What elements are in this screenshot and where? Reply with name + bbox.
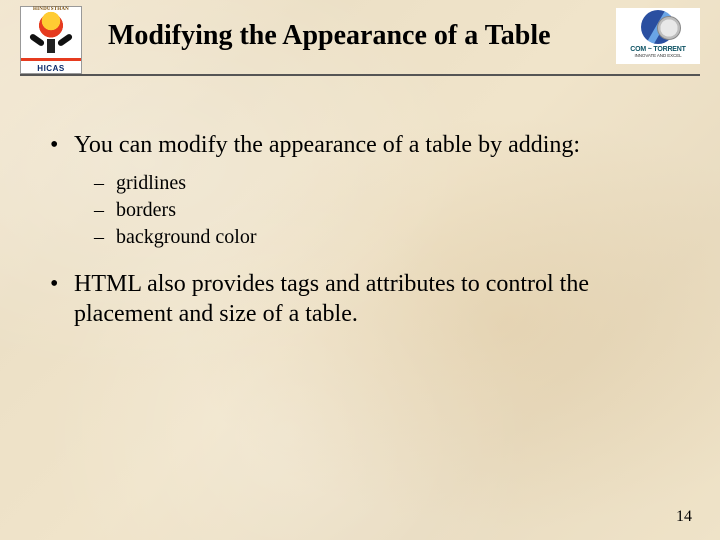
logo-right-sub: INNOVATE AND EXCEL: [634, 53, 681, 58]
arms-icon: [31, 35, 71, 47]
bullet-item: You can modify the appearance of a table…: [50, 130, 680, 251]
hicas-logo: HINDUSTHAN HICAS: [20, 6, 82, 74]
bullet-list: You can modify the appearance of a table…: [50, 130, 680, 329]
logo-left-toptext: HINDUSTHAN: [21, 7, 81, 12]
slide-body: You can modify the appearance of a table…: [50, 130, 680, 347]
logo-left-bottomtext: HICAS: [21, 64, 81, 73]
page-number: 14: [676, 508, 692, 526]
bullet-item: HTML also provides tags and attributes t…: [50, 269, 680, 329]
sub-bullet-item: gridlines: [94, 170, 680, 197]
sub-bullet-text: background color: [116, 226, 257, 248]
sub-bullet-item: borders: [94, 197, 680, 224]
sub-bullet-list: gridlines borders background color: [94, 170, 680, 251]
bullet-text: HTML also provides tags and attributes t…: [74, 271, 589, 327]
disk-icon: [657, 16, 681, 40]
logo-right-brand: COM ~ TORRENT: [630, 46, 685, 53]
com-torrent-logo: COM ~ TORRENT INNOVATE AND EXCEL: [616, 8, 700, 64]
sub-bullet-item: background color: [94, 224, 680, 251]
slide: HINDUSTHAN HICAS COM ~ TORRENT INNOVATE …: [0, 0, 720, 540]
title-underline: [20, 74, 700, 76]
globe-icon: [641, 10, 675, 44]
bullet-text: You can modify the appearance of a table…: [74, 132, 580, 158]
slide-title: Modifying the Appearance of a Table: [108, 20, 605, 52]
logo-band: [21, 58, 81, 61]
sub-bullet-text: gridlines: [116, 172, 186, 194]
sub-bullet-text: borders: [116, 199, 176, 221]
